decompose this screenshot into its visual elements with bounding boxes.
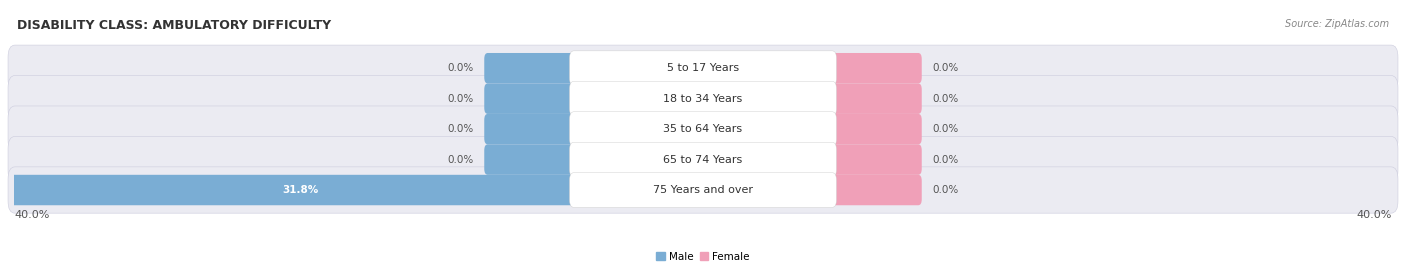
Text: 0.0%: 0.0% (932, 185, 959, 195)
Text: 40.0%: 40.0% (14, 210, 49, 220)
FancyBboxPatch shape (8, 45, 1398, 91)
FancyBboxPatch shape (8, 136, 1398, 183)
Text: 0.0%: 0.0% (932, 63, 959, 73)
Legend: Male, Female: Male, Female (652, 247, 754, 266)
FancyBboxPatch shape (828, 175, 922, 205)
FancyBboxPatch shape (484, 114, 578, 144)
FancyBboxPatch shape (569, 142, 837, 177)
Text: 0.0%: 0.0% (932, 124, 959, 134)
Text: 35 to 64 Years: 35 to 64 Years (664, 124, 742, 134)
FancyBboxPatch shape (569, 81, 837, 116)
FancyBboxPatch shape (828, 144, 922, 175)
FancyBboxPatch shape (828, 83, 922, 114)
FancyBboxPatch shape (8, 167, 1398, 213)
Text: DISABILITY CLASS: AMBULATORY DIFFICULTY: DISABILITY CLASS: AMBULATORY DIFFICULTY (17, 19, 330, 32)
FancyBboxPatch shape (484, 144, 578, 175)
FancyBboxPatch shape (569, 112, 837, 147)
Text: 0.0%: 0.0% (932, 94, 959, 104)
FancyBboxPatch shape (484, 83, 578, 114)
Text: 0.0%: 0.0% (447, 124, 474, 134)
Text: 40.0%: 40.0% (1357, 210, 1392, 220)
FancyBboxPatch shape (0, 175, 578, 205)
FancyBboxPatch shape (8, 76, 1398, 122)
Text: 75 Years and over: 75 Years and over (652, 185, 754, 195)
Text: 31.8%: 31.8% (281, 185, 318, 195)
FancyBboxPatch shape (828, 53, 922, 83)
Text: Source: ZipAtlas.com: Source: ZipAtlas.com (1285, 19, 1389, 29)
Text: 0.0%: 0.0% (447, 94, 474, 104)
Text: 18 to 34 Years: 18 to 34 Years (664, 94, 742, 104)
FancyBboxPatch shape (569, 173, 837, 207)
Text: 0.0%: 0.0% (932, 155, 959, 165)
Text: 5 to 17 Years: 5 to 17 Years (666, 63, 740, 73)
FancyBboxPatch shape (828, 114, 922, 144)
FancyBboxPatch shape (8, 106, 1398, 152)
FancyBboxPatch shape (484, 53, 578, 83)
Text: 0.0%: 0.0% (447, 155, 474, 165)
FancyBboxPatch shape (569, 51, 837, 86)
Text: 65 to 74 Years: 65 to 74 Years (664, 155, 742, 165)
Text: 0.0%: 0.0% (447, 63, 474, 73)
